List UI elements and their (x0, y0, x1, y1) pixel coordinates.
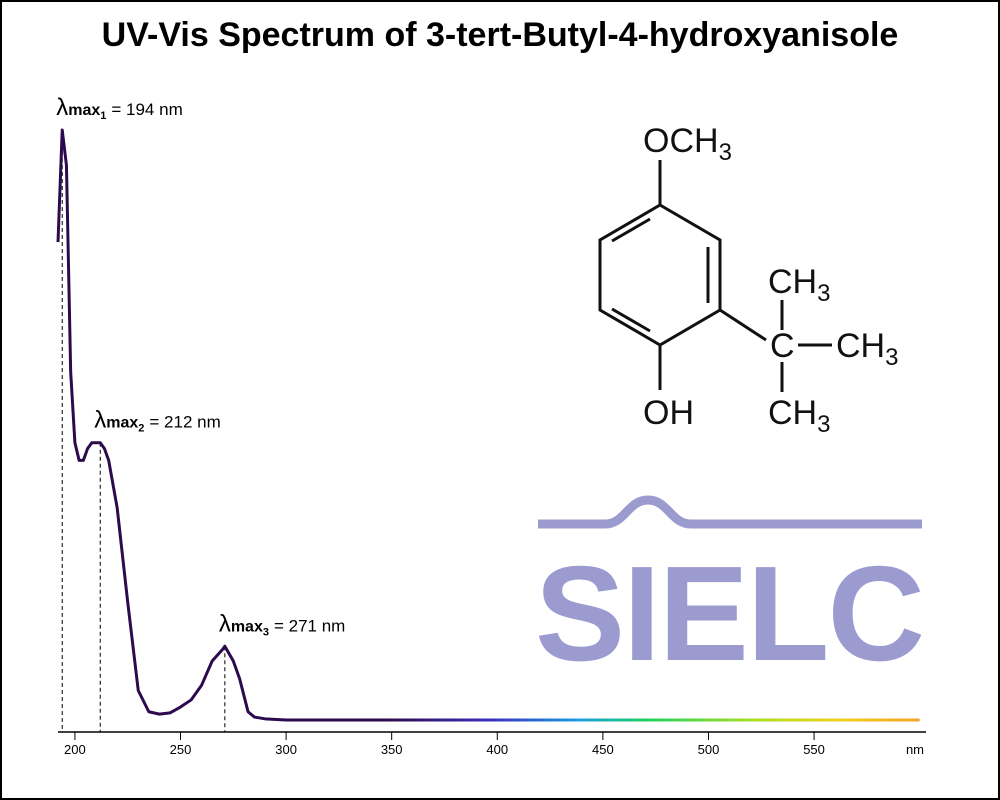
x-tick-label: 200 (64, 742, 86, 757)
atom-label: OH (643, 394, 694, 432)
atom-label: C (770, 327, 795, 365)
x-tick-label: 450 (592, 742, 614, 757)
x-tick-label: 550 (803, 742, 825, 757)
spectrum-line (56, 128, 920, 722)
peak-label-part: = 194 nm (111, 100, 182, 119)
peak-label-part: λ (94, 407, 106, 434)
logo-wave (538, 495, 922, 529)
peak-label: λmax1 = 194 nm (56, 94, 183, 122)
atom-label: CH3 (768, 263, 830, 307)
peak-label-part: max (106, 415, 138, 432)
logo: SIELC (535, 538, 925, 689)
peak-label-part: = 212 nm (149, 413, 220, 432)
atom-label: CH3 (836, 327, 898, 371)
chart-title: UV-Vis Spectrum of 3-tert-Butyl-4-hydrox… (102, 16, 899, 54)
x-tick-label: 500 (698, 742, 720, 757)
x-tick-label: 350 (381, 742, 403, 757)
peak-label-part: max (68, 102, 100, 119)
molecule-labels: OCH3 CH3 C CH3 OH CH3 (643, 122, 898, 438)
peak-label: λmax2 = 212 nm (94, 407, 221, 435)
peak-label-part: 2 (138, 423, 144, 435)
atom-label: OCH3 (643, 122, 732, 166)
peak-label-part: 3 (263, 626, 269, 638)
peak-label-part: max (231, 618, 263, 635)
peak-label-part: λ (56, 94, 68, 121)
peak-label: λmax3 = 271 nm (219, 610, 346, 638)
x-axis-label: nm (906, 742, 924, 757)
peak-label-part: 1 (100, 110, 106, 122)
x-tick-label: 300 (275, 742, 297, 757)
atom-label: CH3 (768, 394, 830, 438)
peak-label-part: λ (219, 610, 231, 637)
x-tick-label: 250 (170, 742, 192, 757)
peak-label-part: = 271 nm (274, 616, 345, 635)
x-tick-label: 400 (486, 742, 508, 757)
molecule-bonds (598, 160, 832, 392)
